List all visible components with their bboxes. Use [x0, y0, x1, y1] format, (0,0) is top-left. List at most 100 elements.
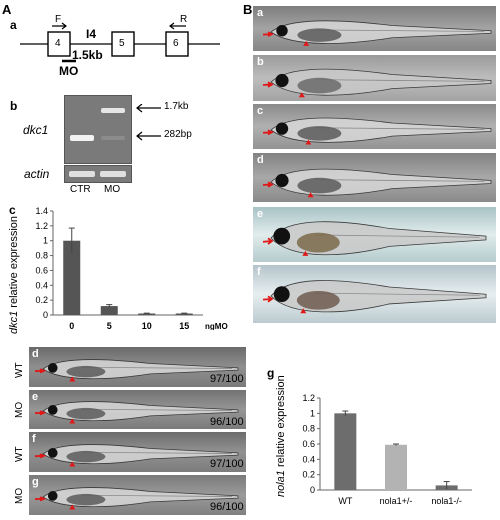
chart-c-ylabel: dkc1 relative expression: [8, 216, 20, 334]
band-1.7kb-label: 1.7kb: [164, 101, 189, 112]
bar-15: [175, 313, 193, 315]
actin-band-ctr: [69, 171, 95, 177]
gene-actin-label: actin: [24, 167, 50, 181]
y-tick-label: 0.6: [35, 265, 48, 275]
b-sub-d: d: [257, 154, 264, 166]
b-sub-e: e: [257, 208, 264, 220]
big-fish-b: [262, 68, 492, 98]
big-fish-f: [262, 280, 487, 314]
fish-g-ratio: 96/100: [210, 501, 244, 513]
band-282bp-label: 282bp: [164, 129, 192, 140]
bar-10: [138, 313, 156, 315]
big-fish-c: [262, 117, 492, 145]
big-fish-d: [262, 168, 492, 198]
chart-dkc1-expression: 0 0.2 0.4 0.6 0.8 1 1.2 1.4 0 5 10 15 ngMO: [35, 206, 228, 330]
fish-e-ratio: 96/100: [210, 416, 244, 428]
y-tick-label: 1.2: [35, 221, 48, 231]
primer-f-label: F: [55, 14, 62, 25]
y-tick-label: 1.4: [35, 206, 48, 216]
lane-ctr-label: CTR: [70, 184, 91, 195]
b-sub-c: c: [257, 105, 264, 117]
exon-6-label: 6: [173, 38, 179, 49]
intron-label: I4: [86, 27, 97, 41]
y-tick-label: 0.8: [35, 251, 48, 261]
chart-c-ylabel-rest: relative expression: [8, 215, 20, 311]
chart-g-ylabel: nola1 relative expression: [275, 375, 287, 497]
fish-d-tag: WT: [14, 362, 25, 378]
fish-f-tag: WT: [14, 446, 25, 462]
x-tick-label: nola1+/-: [380, 496, 413, 506]
bar-nola1+/-: [385, 444, 407, 490]
big-fish-e: [262, 221, 487, 256]
subpanel-b-label: b: [10, 99, 18, 113]
b-sub-a: a: [257, 7, 264, 19]
chart-nola1-expression: 0 0.2 0.4 0.6 0.8 1 1.2 WT nola1+/- nola1-/-: [302, 393, 472, 506]
panel-b-label: B: [243, 2, 253, 17]
fish-g-tag: MO: [14, 487, 25, 504]
y-tick-label: 0.8: [302, 424, 315, 434]
large-fish-drawings: [262, 20, 492, 314]
x-tick-label: WT: [338, 496, 352, 506]
b-sub-f: f: [257, 266, 261, 278]
band-ctr-282bp: [70, 135, 94, 141]
subpanel-a-label: a: [10, 18, 17, 32]
primer-r-label: R: [180, 14, 188, 25]
gene-dkc1-label: dkc1: [23, 123, 49, 137]
b-sub-b: b: [257, 56, 264, 68]
exon-5-label: 5: [119, 38, 125, 49]
y-tick-label: 1.2: [302, 393, 315, 403]
exon-6-box: [165, 31, 189, 57]
y-tick-label: 1: [310, 408, 315, 418]
mo-label: MO: [59, 64, 79, 78]
gene-diagram: [20, 22, 220, 63]
y-tick-label: 0.2: [302, 470, 315, 480]
small-fish-drawings: [34, 359, 239, 510]
fish-d-ratio: 97/100: [210, 373, 244, 385]
fish-g-label: g: [32, 476, 39, 488]
subpanel-c-label: c: [9, 203, 16, 217]
forward-primer-arrow: [52, 22, 67, 30]
chart-g-ylabel-rest: relative expression: [275, 375, 287, 471]
big-fish-a: [262, 20, 492, 46]
fish-d: [34, 359, 239, 382]
intron-size-label: 1.5kb: [72, 48, 103, 62]
fish-e-tag: MO: [14, 401, 25, 418]
fish-f-ratio: 97/100: [210, 458, 244, 470]
band-mo-282bp-faint: [101, 136, 125, 140]
exon-4-box: [47, 31, 71, 57]
gel-dkc1: [64, 95, 132, 164]
actin-band-mo: [100, 171, 126, 177]
gel-actin: [64, 165, 132, 183]
x-tick-label: nola1-/-: [431, 496, 462, 506]
panel-a-label: A: [2, 2, 12, 17]
y-tick-label: 0.4: [302, 454, 315, 464]
x-tick-label: 10: [142, 321, 152, 330]
band-mo-1.7kb: [101, 108, 125, 113]
reverse-primer-arrow: [169, 22, 186, 30]
y-tick-label: 0: [310, 485, 315, 495]
fish-g: [34, 487, 239, 510]
x-tick-label: 15: [179, 321, 189, 330]
fish-e-label: e: [32, 391, 39, 403]
x-unit-label: ngMO: [205, 322, 228, 330]
fish-d-label: d: [32, 348, 39, 360]
y-tick-label: 0.6: [302, 439, 315, 449]
band-arrows: [136, 104, 161, 141]
x-tick-label: 0: [69, 321, 74, 330]
x-tick-label: 5: [107, 321, 112, 330]
y-tick-label: 1: [43, 236, 48, 246]
chart-g-ylabel-gene: nola1: [275, 470, 287, 497]
fish-f-label: f: [32, 433, 36, 445]
y-tick-label: 0.4: [35, 280, 48, 290]
lane-mo-label: MO: [104, 184, 121, 195]
exon-4-label: 4: [55, 38, 61, 49]
exon-5-box: [111, 31, 135, 57]
panel-g-label: g: [267, 366, 275, 380]
bar-5: [100, 306, 118, 315]
y-tick-label: 0: [43, 310, 48, 320]
fish-f: [34, 444, 239, 467]
fish-e: [34, 401, 239, 424]
bar-WT: [334, 413, 357, 490]
y-tick-label: 0.2: [35, 295, 48, 305]
chart-c-ylabel-gene: dkc1: [8, 310, 20, 334]
